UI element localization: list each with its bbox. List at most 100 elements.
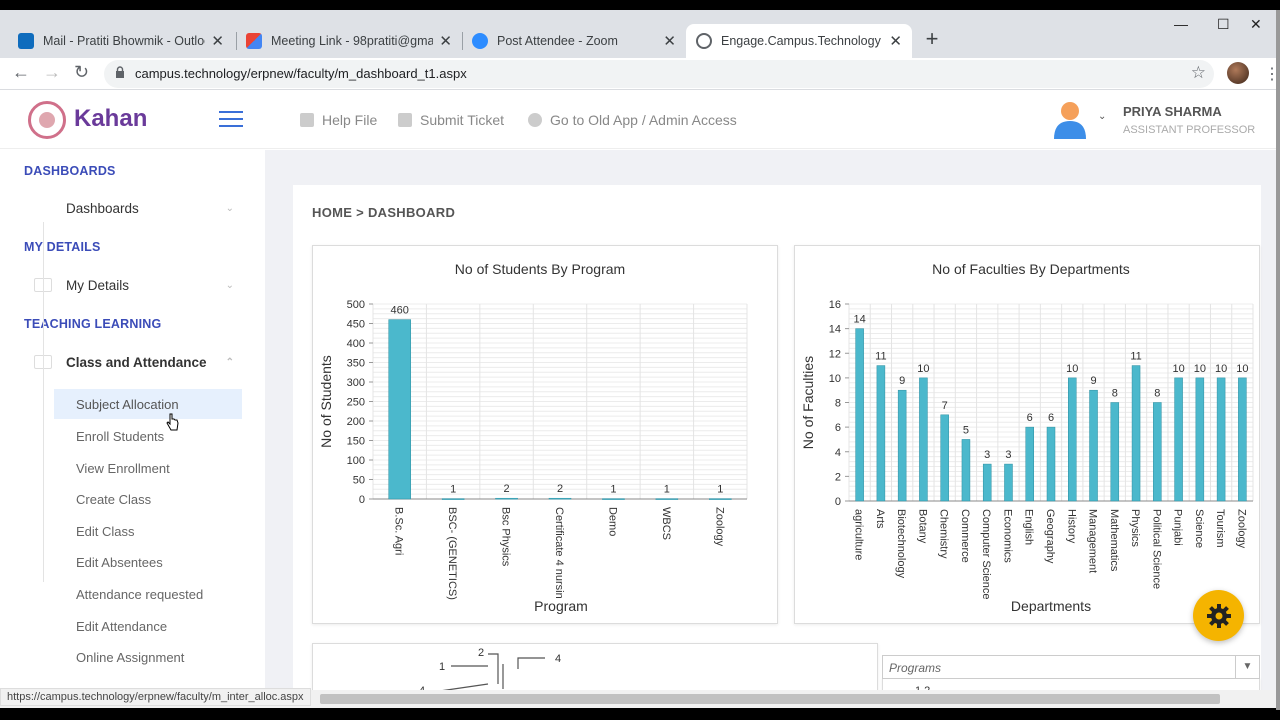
logo-mark — [28, 101, 66, 139]
y-tick-label: 350 — [347, 358, 365, 370]
gmail-icon — [246, 33, 262, 49]
bar — [1174, 377, 1183, 502]
data-label: 6 — [1048, 412, 1054, 424]
close-icon[interactable]: ✕ — [211, 33, 224, 50]
help-file-link[interactable]: Help File — [300, 112, 377, 128]
x-tick-label: Geography — [1044, 509, 1056, 564]
bar — [1004, 463, 1013, 502]
submenu-enroll-students[interactable]: Enroll Students — [54, 421, 242, 451]
sidebar-item-label: Class and Attendance — [66, 354, 207, 370]
data-label: 11 — [875, 351, 886, 363]
bar — [919, 377, 928, 502]
submenu-edit-class[interactable]: Edit Class — [54, 516, 242, 546]
submenu-label: Subject Allocation — [76, 396, 179, 412]
submit-ticket-link[interactable]: Submit Ticket — [398, 112, 504, 128]
minimize-icon[interactable]: — — [1174, 16, 1188, 32]
y-tick-label: 8 — [835, 398, 841, 410]
data-label: 10 — [917, 363, 929, 375]
chevron-down-icon[interactable]: ⌄ — [1098, 111, 1107, 122]
sidebar-item-my-details[interactable]: My Details ⌄ — [34, 273, 234, 297]
reload-icon[interactable]: ↻ — [74, 62, 90, 82]
address-bar[interactable]: campus.technology/erpnew/faculty/m_dashb… — [104, 60, 1214, 88]
data-label: 1 — [717, 484, 723, 496]
y-tick-label: 50 — [353, 475, 365, 487]
section-dashboards: DASHBOARDS — [24, 164, 116, 178]
tab-zoom[interactable]: Post Attendee - Zoom ✕ — [462, 24, 686, 58]
x-tick-label: Tourism — [1214, 509, 1226, 548]
browser-menu-icon[interactable]: ⋮ — [1264, 66, 1276, 83]
back-icon[interactable]: ← — [12, 62, 30, 82]
submenu-edit-attendance[interactable]: Edit Attendance — [54, 611, 242, 641]
globe-icon — [696, 33, 712, 49]
forward-icon[interactable]: → — [43, 62, 61, 82]
bar — [1110, 402, 1120, 502]
submenu-subject-allocation[interactable]: Subject Allocation — [54, 389, 242, 419]
x-tick-label: Economics — [1001, 509, 1013, 563]
bar — [961, 439, 971, 502]
students-chart-svg: No of Students By Program050100150200250… — [318, 261, 748, 614]
new-tab-button[interactable]: + — [925, 26, 939, 51]
data-label: 14 — [854, 314, 866, 326]
user-name: PRIYA SHARMA — [1123, 104, 1222, 119]
data-label: 2 — [504, 483, 510, 495]
chevron-down-icon[interactable]: ▼ — [1235, 656, 1259, 678]
tab-outlook[interactable]: Mail - Pratiti Bhowmik - Outlook ✕ — [8, 24, 234, 58]
settings-button[interactable] — [1193, 590, 1244, 641]
breadcrumb: HOME > DASHBOARD — [312, 205, 455, 220]
chart-title: No of Faculties By Departments — [932, 261, 1130, 277]
breadcrumb-home[interactable]: HOME — [312, 205, 353, 220]
submenu-view-enrollment[interactable]: View Enrollment — [54, 453, 242, 483]
horizontal-scrollbar[interactable] — [0, 690, 1276, 708]
bar — [709, 498, 732, 500]
bar — [982, 463, 992, 502]
y-axis-label: No of Faculties — [800, 356, 816, 449]
lower-chart-label: 1 — [439, 661, 445, 673]
sidebar-item-class-attendance[interactable]: Class and Attendance ⌃ — [34, 350, 234, 374]
vertical-scrollbar[interactable] — [1276, 10, 1280, 710]
sidebar-item-dashboards[interactable]: Dashboards ⌄ — [34, 196, 234, 220]
submenu-edit-absentees[interactable]: Edit Absentees — [54, 547, 242, 577]
submenu-line — [43, 222, 44, 582]
maximize-icon[interactable]: ☐ — [1217, 16, 1230, 32]
tab-divider — [462, 32, 463, 50]
programs-select[interactable]: Programs ▼ — [882, 655, 1260, 679]
x-tick-label: Punjabi — [1172, 509, 1184, 546]
submenu-online-assignment[interactable]: Online Assignment — [54, 642, 242, 672]
x-tick-label: Political Science — [1150, 509, 1162, 589]
tab-strip: Mail - Pratiti Bhowmik - Outlook ✕ Meeti… — [0, 10, 1276, 58]
app-header: Kahan Help File Submit Ticket Go to Old … — [0, 91, 1276, 149]
user-avatar-icon[interactable] — [1052, 101, 1088, 139]
close-icon[interactable]: ✕ — [663, 33, 676, 50]
old-app-link[interactable]: Go to Old App / Admin Access — [528, 112, 737, 128]
bar — [876, 365, 886, 502]
close-icon[interactable]: ✕ — [439, 33, 452, 50]
bar — [548, 497, 572, 500]
y-tick-label: 150 — [347, 436, 365, 448]
bar — [388, 319, 411, 500]
bookmark-star-icon[interactable]: ☆ — [1190, 63, 1206, 82]
url-text: campus.technology/erpnew/faculty/m_dashb… — [135, 66, 467, 81]
profile-avatar[interactable] — [1227, 62, 1249, 84]
breadcrumb-separator: > — [356, 205, 365, 220]
bar — [855, 328, 864, 502]
submenu-attendance-requested[interactable]: Attendance requested — [54, 579, 242, 609]
data-label: 10 — [1236, 363, 1248, 375]
tab-gmail[interactable]: Meeting Link - 98pratiti@gmail.c ✕ — [236, 24, 462, 58]
x-tick-label: agriculture — [853, 509, 865, 560]
section-my-details: MY DETAILS — [24, 240, 101, 254]
tab-engage[interactable]: Engage.Campus.Technology ✕ — [686, 24, 912, 58]
submenu-create-class[interactable]: Create Class — [54, 484, 242, 514]
user-role: ASSISTANT PROFESSOR — [1123, 124, 1256, 136]
close-icon[interactable]: ✕ — [889, 33, 902, 50]
data-label: 10 — [1215, 363, 1227, 375]
window-close-icon[interactable]: ✕ — [1250, 16, 1262, 32]
sidebar-item-label: My Details — [66, 277, 130, 293]
data-label: 460 — [391, 305, 409, 317]
chevron-down-icon: ⌄ — [225, 202, 234, 214]
y-tick-label: 500 — [347, 299, 365, 311]
hamburger-menu-icon[interactable] — [219, 111, 243, 129]
sidebar-item-label: Dashboards — [66, 200, 139, 216]
scrollbar-thumb[interactable] — [320, 694, 1220, 704]
y-tick-label: 14 — [829, 324, 841, 336]
x-tick-label: History — [1065, 509, 1077, 544]
